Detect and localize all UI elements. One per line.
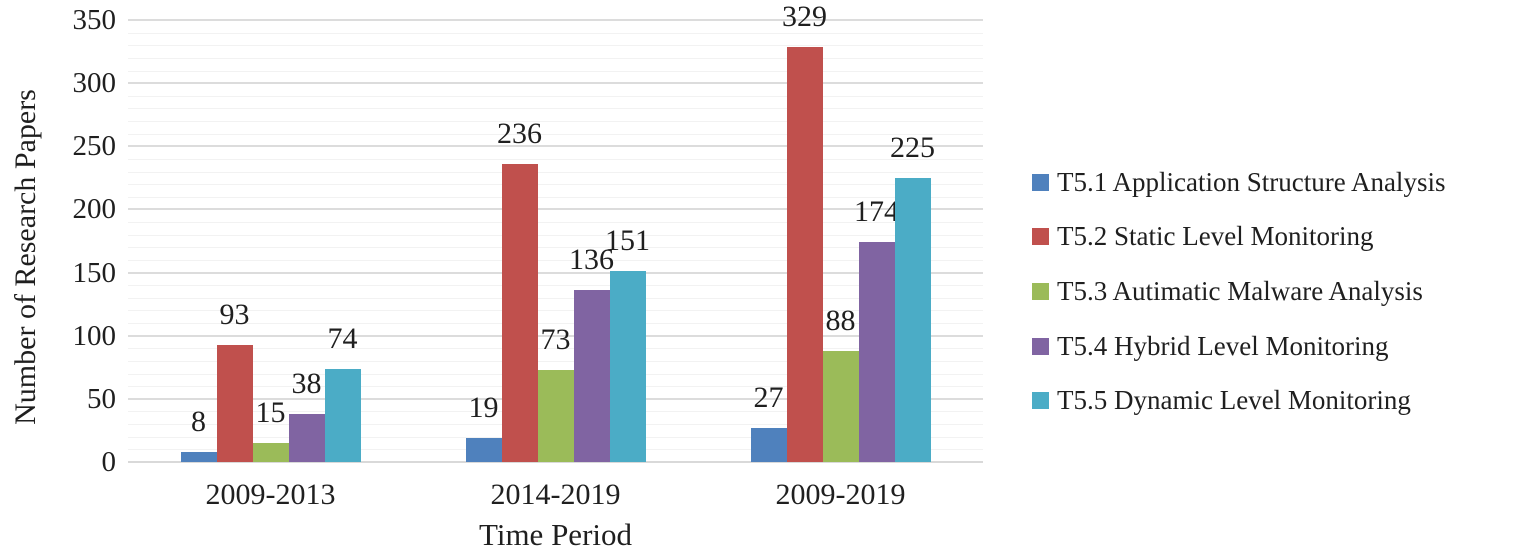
x-axis-title: Time Period <box>478 517 633 552</box>
legend-label: T5.4 Hybrid Level Monitoring <box>1057 330 1389 361</box>
bar-value-label: 19 <box>468 391 499 424</box>
gridline-minor <box>128 171 983 173</box>
y-tick-label: 200 <box>72 193 117 226</box>
bar <box>858 242 895 462</box>
legend-label: T5.1 Application Structure Analysis <box>1057 166 1446 197</box>
y-tick-label: 350 <box>72 4 117 36</box>
gridline-minor <box>128 234 983 236</box>
bar-value-label: 15 <box>255 396 286 429</box>
legend: T5.1 Application Structure Analysis T5.2 … <box>1032 155 1445 428</box>
bar-value-label: 38 <box>291 367 322 400</box>
gridline-major <box>128 271 983 274</box>
bar-value-label: 174 <box>854 195 899 228</box>
bar <box>609 271 646 462</box>
legend-item: T5.4 Hybrid Level Monitoring <box>1032 319 1445 374</box>
x-category-label: 2014-2019 <box>490 478 621 511</box>
gridline-major <box>128 19 983 21</box>
gridline-minor <box>128 259 983 261</box>
legend-label: T5.5 Dynamic Level Monitoring <box>1057 385 1411 416</box>
gridline-minor <box>128 222 983 224</box>
gridline-minor <box>128 32 983 34</box>
bar <box>465 438 502 462</box>
bar <box>894 178 931 462</box>
legend-swatch <box>1032 337 1049 355</box>
gridline-minor <box>128 45 983 47</box>
x-axis-line <box>128 461 983 463</box>
gridline-minor <box>128 133 983 135</box>
bar <box>573 290 610 462</box>
gridline-minor <box>128 95 983 97</box>
legend-label: T5.3 Autimatic Malware Analysis <box>1057 275 1423 306</box>
bar-value-label: 73 <box>540 323 571 356</box>
bar-value-label: 74 <box>327 322 358 355</box>
legend-label: T5.2 Static Level Monitoring <box>1057 221 1374 252</box>
y-tick-label: 300 <box>72 67 117 100</box>
bar <box>786 47 823 462</box>
gridline-minor <box>128 158 983 160</box>
bar-value-label: 225 <box>890 131 935 164</box>
bar <box>324 369 361 462</box>
gridline-minor <box>128 285 983 287</box>
gridline-minor <box>128 108 983 110</box>
gridline-major <box>128 334 983 337</box>
bar <box>501 164 538 462</box>
bar <box>216 345 253 462</box>
y-tick-label: 150 <box>72 256 117 289</box>
legend-swatch <box>1032 173 1049 191</box>
bar-value-label: 236 <box>497 117 542 150</box>
gridline-minor <box>128 247 983 249</box>
y-tick-label: 250 <box>72 130 117 163</box>
gridline-minor <box>128 360 983 362</box>
bar <box>180 452 217 462</box>
bar <box>252 443 289 462</box>
plot-area: 8 93 15 38 74 19 236 73 136 151 27 329 88 174 225 <box>128 1 983 463</box>
legend-item: T5.2 Static Level Monitoring <box>1032 210 1445 265</box>
bar-value-label: 8 <box>191 405 206 438</box>
legend-swatch <box>1032 392 1049 410</box>
legend-item: T5.5 Dynamic Level Monitoring <box>1032 373 1445 428</box>
gridline-major <box>128 82 983 85</box>
gridline-minor <box>128 323 983 325</box>
bar-value-label: 27 <box>753 381 784 414</box>
gridline-minor <box>128 57 983 59</box>
bar <box>822 351 859 462</box>
gridline-minor <box>128 348 983 350</box>
bar <box>288 414 325 462</box>
x-category-label: 2009-2019 <box>775 478 906 511</box>
bar-value-label: 136 <box>569 243 614 276</box>
gridline-major <box>128 208 983 211</box>
gridline-minor <box>128 70 983 72</box>
gridline-minor <box>128 196 983 198</box>
gridline-minor <box>128 121 983 123</box>
legend-item: T5.3 Autimatic Malware Analysis <box>1032 264 1445 319</box>
bar <box>750 428 787 462</box>
bar-value-label: 88 <box>825 304 856 337</box>
legend-item: T5.1 Application Structure Analysis <box>1032 155 1445 210</box>
gridline-minor <box>128 297 983 299</box>
bar-value-label: 329 <box>782 0 827 33</box>
bar <box>537 370 574 462</box>
gridline-minor <box>128 184 983 186</box>
bar-value-label: 93 <box>219 298 250 331</box>
gridline-minor <box>128 310 983 312</box>
y-tick-label: 0 <box>101 446 117 478</box>
legend-swatch <box>1032 228 1049 246</box>
y-tick-label: 50 <box>87 382 116 415</box>
x-category-label: 2009-2013 <box>205 478 336 511</box>
gridline-major <box>128 145 983 148</box>
legend-swatch <box>1032 282 1049 300</box>
y-tick-label: 100 <box>72 319 117 352</box>
bar-value-label: 151 <box>605 224 650 257</box>
